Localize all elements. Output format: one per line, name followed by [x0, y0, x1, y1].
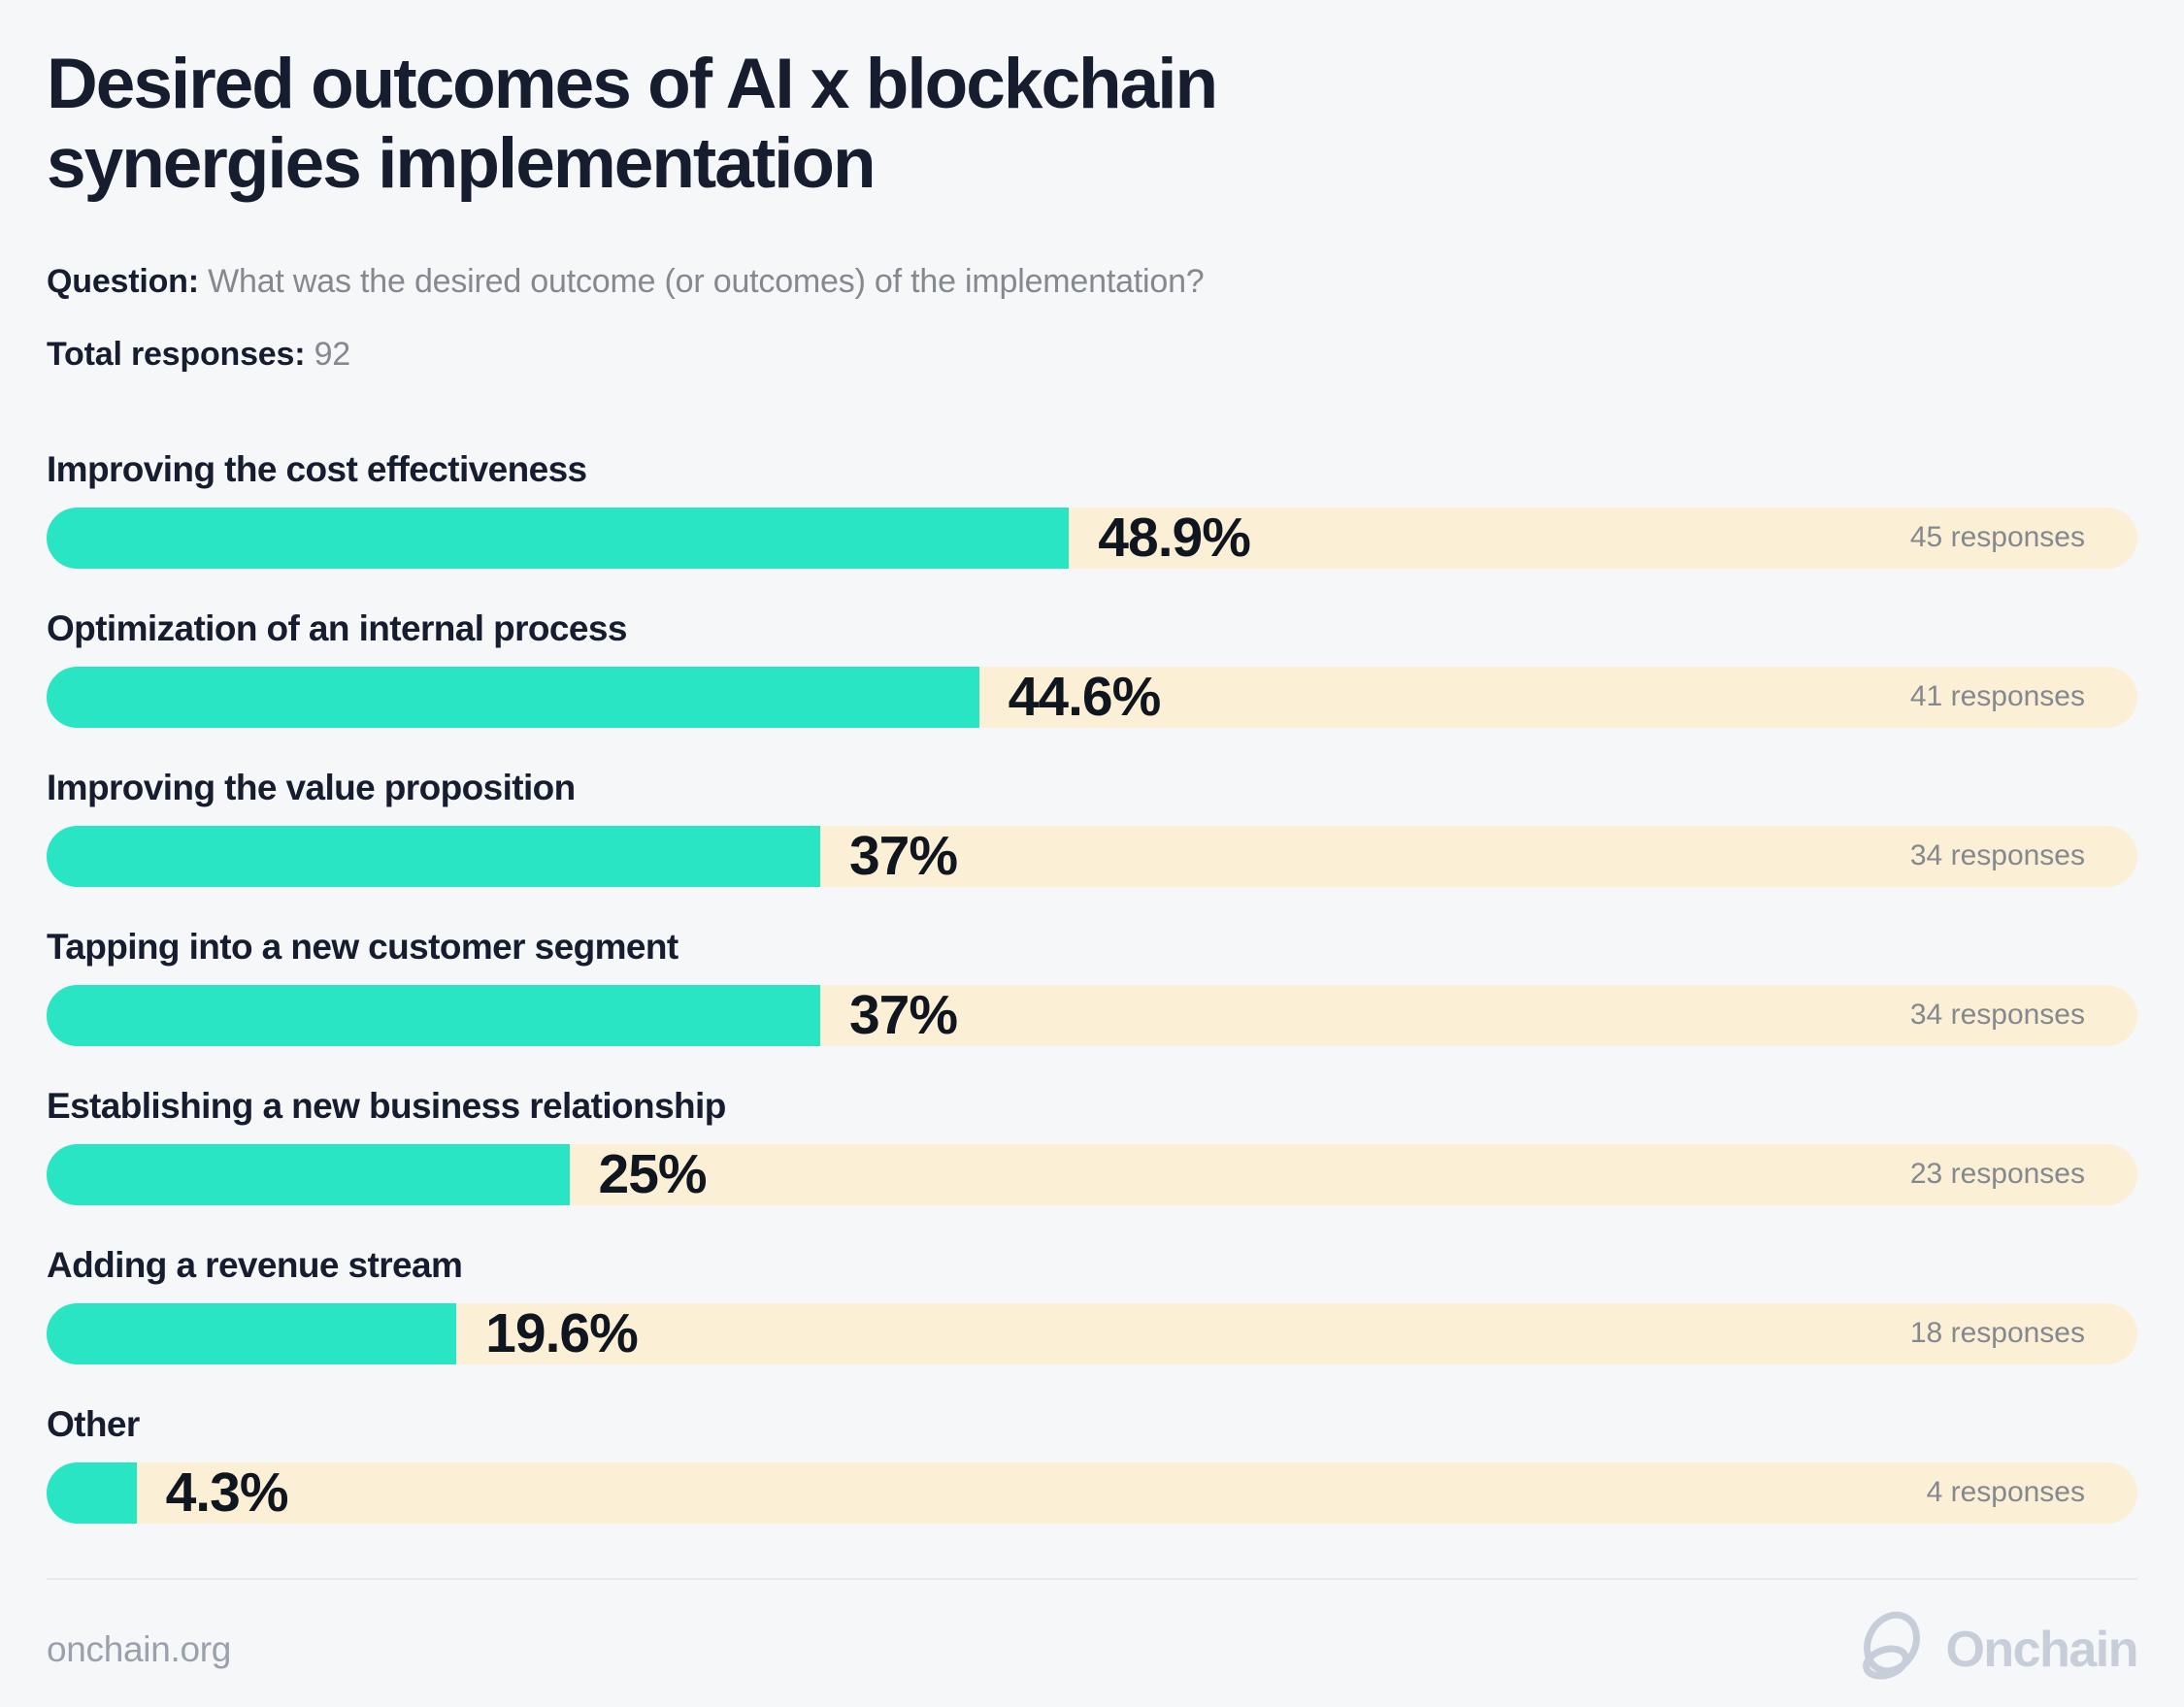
bar-fill — [47, 984, 820, 1046]
bar-responses-label: 34 responses — [1909, 839, 2085, 872]
bar-fill — [47, 666, 979, 728]
page-title-line1: Desired outcomes of AI x blockchain — [47, 45, 1218, 123]
bar-fill — [47, 825, 820, 887]
bar-row: Tapping into a new customer segment 37% … — [47, 927, 2137, 1046]
onchain-wordmark: Onchain — [1945, 1621, 2138, 1678]
bar-fill — [47, 507, 1070, 569]
total-responses-line: Total responses: 92 — [47, 336, 2137, 374]
bar-responses-label: 4 responses — [1926, 1476, 2085, 1509]
question-line: Question: What was the desired outcome (… — [47, 263, 2137, 301]
bar-percent-label: 37% — [848, 984, 958, 1047]
total-responses-value: 92 — [314, 335, 351, 373]
footer-divider — [47, 1577, 2137, 1580]
bar-label: Other — [47, 1403, 140, 1444]
bar-percent-label: 19.6% — [485, 1302, 639, 1365]
bar-track: 25% 23 responses — [47, 1143, 2137, 1206]
bar-percent-label: 25% — [598, 1143, 708, 1206]
bar-chart: Improving the cost effectiveness 48.9% 4… — [47, 449, 2137, 1524]
bar-row: Improving the value proposition 37% 34 r… — [47, 768, 2137, 887]
bar-label: Improving the cost effectiveness — [47, 448, 587, 489]
bar-percent-label: 37% — [848, 825, 958, 888]
bar-responses-label: 41 responses — [1909, 680, 2085, 713]
bar-track: 37% 34 responses — [47, 825, 2137, 888]
onchain-logo-icon — [1863, 1611, 1921, 1680]
bar-label: Improving the value proposition — [47, 767, 576, 807]
footer-site-text: onchain.org — [47, 1628, 232, 1669]
onchain-brand: Onchain — [1848, 1609, 2138, 1691]
question-label: Question: — [47, 262, 199, 300]
page-title: Desired outcomes of AI x blockchain syner… — [47, 45, 2137, 205]
bar-track: 4.3% 4 responses — [47, 1461, 2137, 1525]
question-text: What was the desired outcome (or outcome… — [208, 262, 1205, 300]
bar-responses-label: 18 responses — [1909, 1317, 2085, 1350]
bar-row: Other 4.3% 4 responses — [47, 1404, 2137, 1524]
bar-track: 19.6% 18 responses — [47, 1302, 2137, 1365]
bar-responses-label: 34 responses — [1909, 999, 2085, 1032]
footer: onchain.org Onchain — [47, 1609, 2138, 1691]
bar-fill — [47, 1461, 137, 1524]
bar-label: Optimization of an internal process — [47, 607, 627, 648]
bar-row: Adding a revenue stream 19.6% 18 respons… — [47, 1245, 2137, 1364]
bar-row: Establishing a new business relationship… — [47, 1086, 2137, 1205]
page-title-line2: synergies implementation — [47, 124, 877, 204]
bar-track: 37% 34 responses — [47, 984, 2137, 1047]
bar-track: 44.6% 41 responses — [47, 666, 2137, 729]
bar-responses-label: 23 responses — [1909, 1158, 2085, 1191]
bar-label: Tapping into a new customer segment — [47, 926, 678, 967]
bar-row: Improving the cost effectiveness 48.9% 4… — [47, 449, 2137, 569]
bar-row: Optimization of an internal process 44.6… — [47, 608, 2137, 728]
bar-label: Establishing a new business relationship — [47, 1085, 726, 1126]
bar-fill — [47, 1302, 457, 1364]
bar-responses-label: 45 responses — [1909, 521, 2085, 554]
bar-percent-label: 48.9% — [1098, 507, 1251, 570]
bar-track: 48.9% 45 responses — [47, 507, 2137, 570]
bar-percent-label: 4.3% — [165, 1461, 289, 1525]
total-responses-label: Total responses: — [47, 335, 306, 373]
bar-percent-label: 44.6% — [1008, 666, 1162, 729]
bar-label: Adding a revenue stream — [47, 1244, 463, 1285]
bar-fill — [47, 1143, 570, 1205]
